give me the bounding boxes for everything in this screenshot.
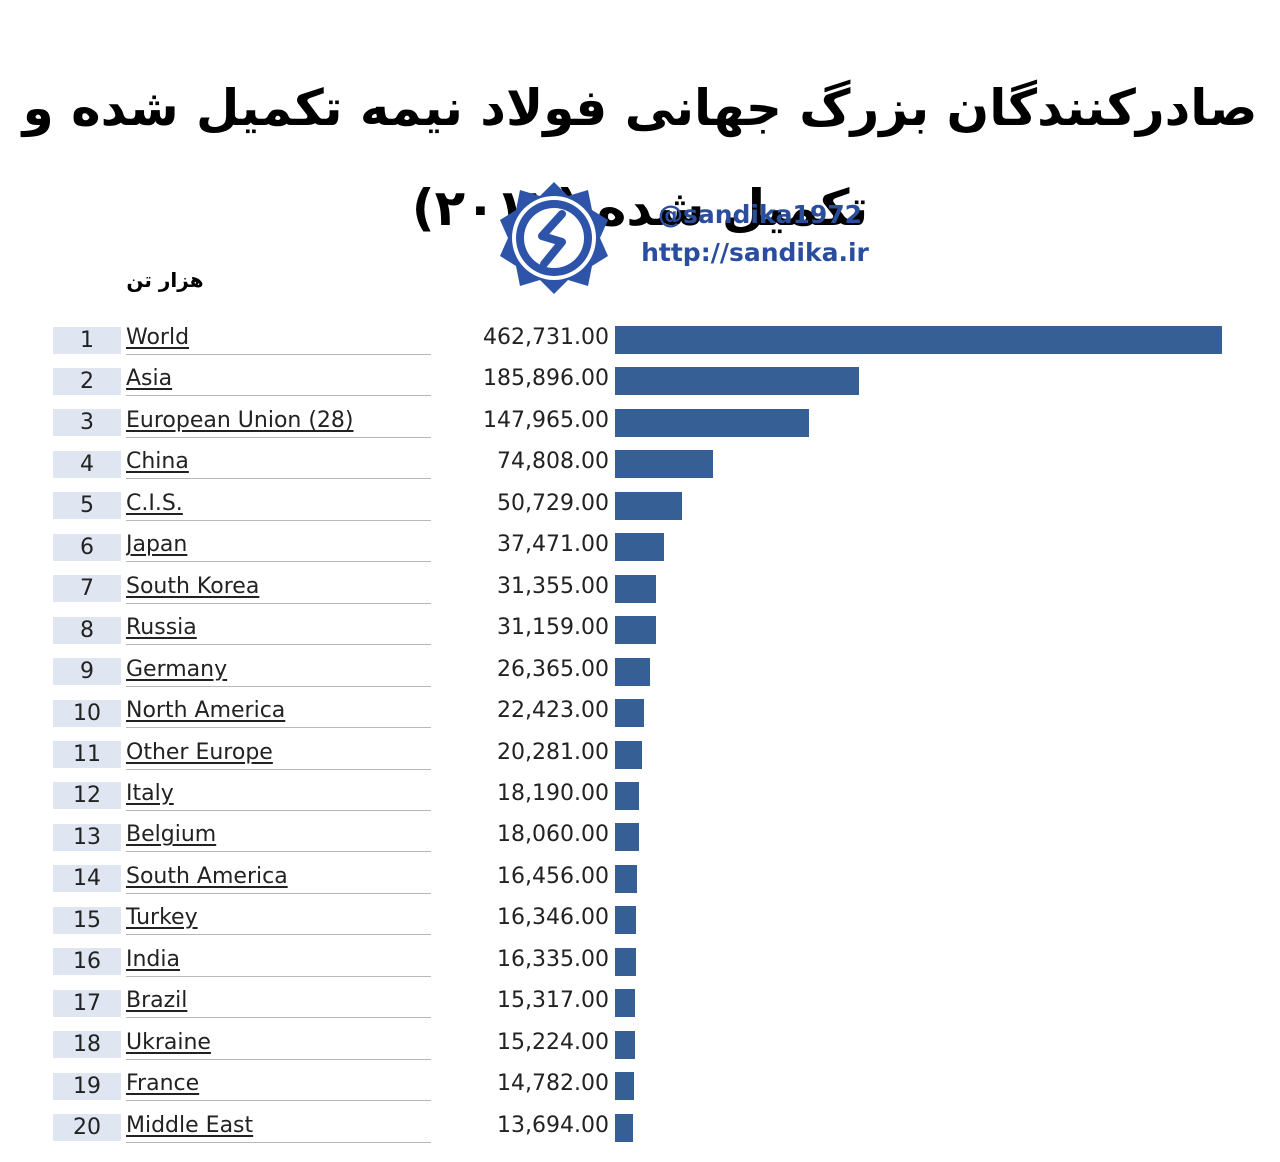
rank-label: 11 (53, 741, 121, 768)
rank-label: 12 (53, 782, 121, 810)
chart-title: صادرکنندگان بزرگ جهانی فولاد نیمه تکمیل … (22, 79, 1259, 237)
bar (615, 906, 637, 935)
rank-label: 18 (53, 1031, 121, 1059)
rank-label: 17 (53, 989, 121, 1017)
value-label: 16,456.00 (497, 863, 609, 889)
rank-label: 8 (53, 616, 121, 644)
sandika-logo-icon (500, 182, 608, 294)
rank-label: 1 (53, 326, 121, 354)
bar (615, 616, 656, 645)
value-label: 37,471.00 (497, 532, 609, 558)
value-label: 50,729.00 (497, 490, 609, 516)
brand-handle: @sandika1972 (657, 200, 863, 229)
value-label: 20,281.00 (497, 739, 609, 765)
bar (615, 657, 650, 686)
value-label: 15,317.00 (497, 988, 609, 1014)
category-label[interactable]: India (126, 946, 431, 977)
rank-label: 13 (53, 823, 121, 851)
bar (615, 574, 657, 603)
bar (615, 740, 642, 769)
value-label: 18,060.00 (497, 822, 609, 848)
category-label[interactable]: China (126, 448, 431, 480)
rank-label: 2 (53, 367, 121, 395)
value-label: 31,355.00 (497, 573, 609, 599)
category-label[interactable]: Other Europe (126, 739, 431, 770)
value-label: 31,159.00 (497, 615, 609, 641)
category-label[interactable]: European Union (28) (126, 407, 431, 438)
category-label[interactable]: Japan (126, 531, 431, 563)
bar (615, 491, 682, 520)
bar (615, 947, 637, 976)
value-label: 14,782.00 (497, 1071, 609, 1097)
value-label: 147,965.00 (483, 407, 609, 433)
category-label[interactable]: World (126, 324, 431, 355)
category-label[interactable]: Germany (126, 656, 431, 687)
bar (615, 408, 810, 437)
rank-label: 10 (53, 699, 121, 727)
value-label: 74,808.00 (497, 449, 609, 475)
rank-label: 15 (53, 906, 121, 934)
bar (615, 1113, 633, 1142)
rank-label: 5 (53, 492, 121, 520)
value-label: 22,423.00 (497, 698, 609, 724)
bar (615, 823, 639, 852)
category-label[interactable]: South America (126, 863, 431, 894)
bar (615, 1072, 635, 1101)
value-label: 185,896.00 (483, 366, 609, 392)
category-label[interactable]: Brazil (126, 987, 431, 1019)
category-label[interactable]: Italy (126, 780, 431, 811)
bar (615, 781, 639, 810)
category-label[interactable]: C.I.S. (126, 490, 431, 521)
category-label[interactable]: Middle East (126, 1112, 431, 1143)
category-label[interactable]: South Korea (126, 573, 431, 604)
category-label[interactable]: Belgium (126, 821, 431, 853)
category-label[interactable]: Russia (126, 614, 431, 646)
value-label: 13,694.00 (497, 1112, 609, 1138)
rank-label: 20 (53, 1114, 121, 1142)
rank-label: 9 (53, 658, 121, 686)
value-label: 18,190.00 (497, 780, 609, 806)
rank-label: 4 (53, 450, 121, 478)
rank-label: 3 (53, 409, 121, 437)
bar (615, 450, 714, 479)
category-label[interactable]: Ukraine (126, 1029, 431, 1060)
value-label: 26,365.00 (497, 656, 609, 682)
value-label: 16,335.00 (497, 946, 609, 972)
bar (615, 533, 665, 562)
category-label[interactable]: North America (126, 697, 431, 729)
rank-label: 16 (53, 948, 121, 976)
unit-label: هزار تن (126, 268, 204, 292)
value-label: 16,346.00 (497, 905, 609, 931)
category-label[interactable]: Turkey (126, 904, 431, 936)
brand-website[interactable]: http://sandika.ir (641, 238, 869, 267)
category-label[interactable]: Asia (126, 365, 431, 397)
value-label: 462,731.00 (483, 325, 609, 350)
rank-label: 14 (53, 865, 121, 893)
bar (615, 367, 859, 396)
bar (615, 699, 645, 728)
rank-label: 19 (53, 1072, 121, 1100)
bar (615, 326, 1222, 354)
category-label[interactable]: France (126, 1070, 431, 1102)
rank-label: 6 (53, 533, 121, 561)
value-label: 15,224.00 (497, 1029, 609, 1055)
bar (615, 989, 636, 1018)
bar (615, 864, 637, 893)
bar (615, 1030, 635, 1059)
rank-label: 7 (53, 575, 121, 603)
